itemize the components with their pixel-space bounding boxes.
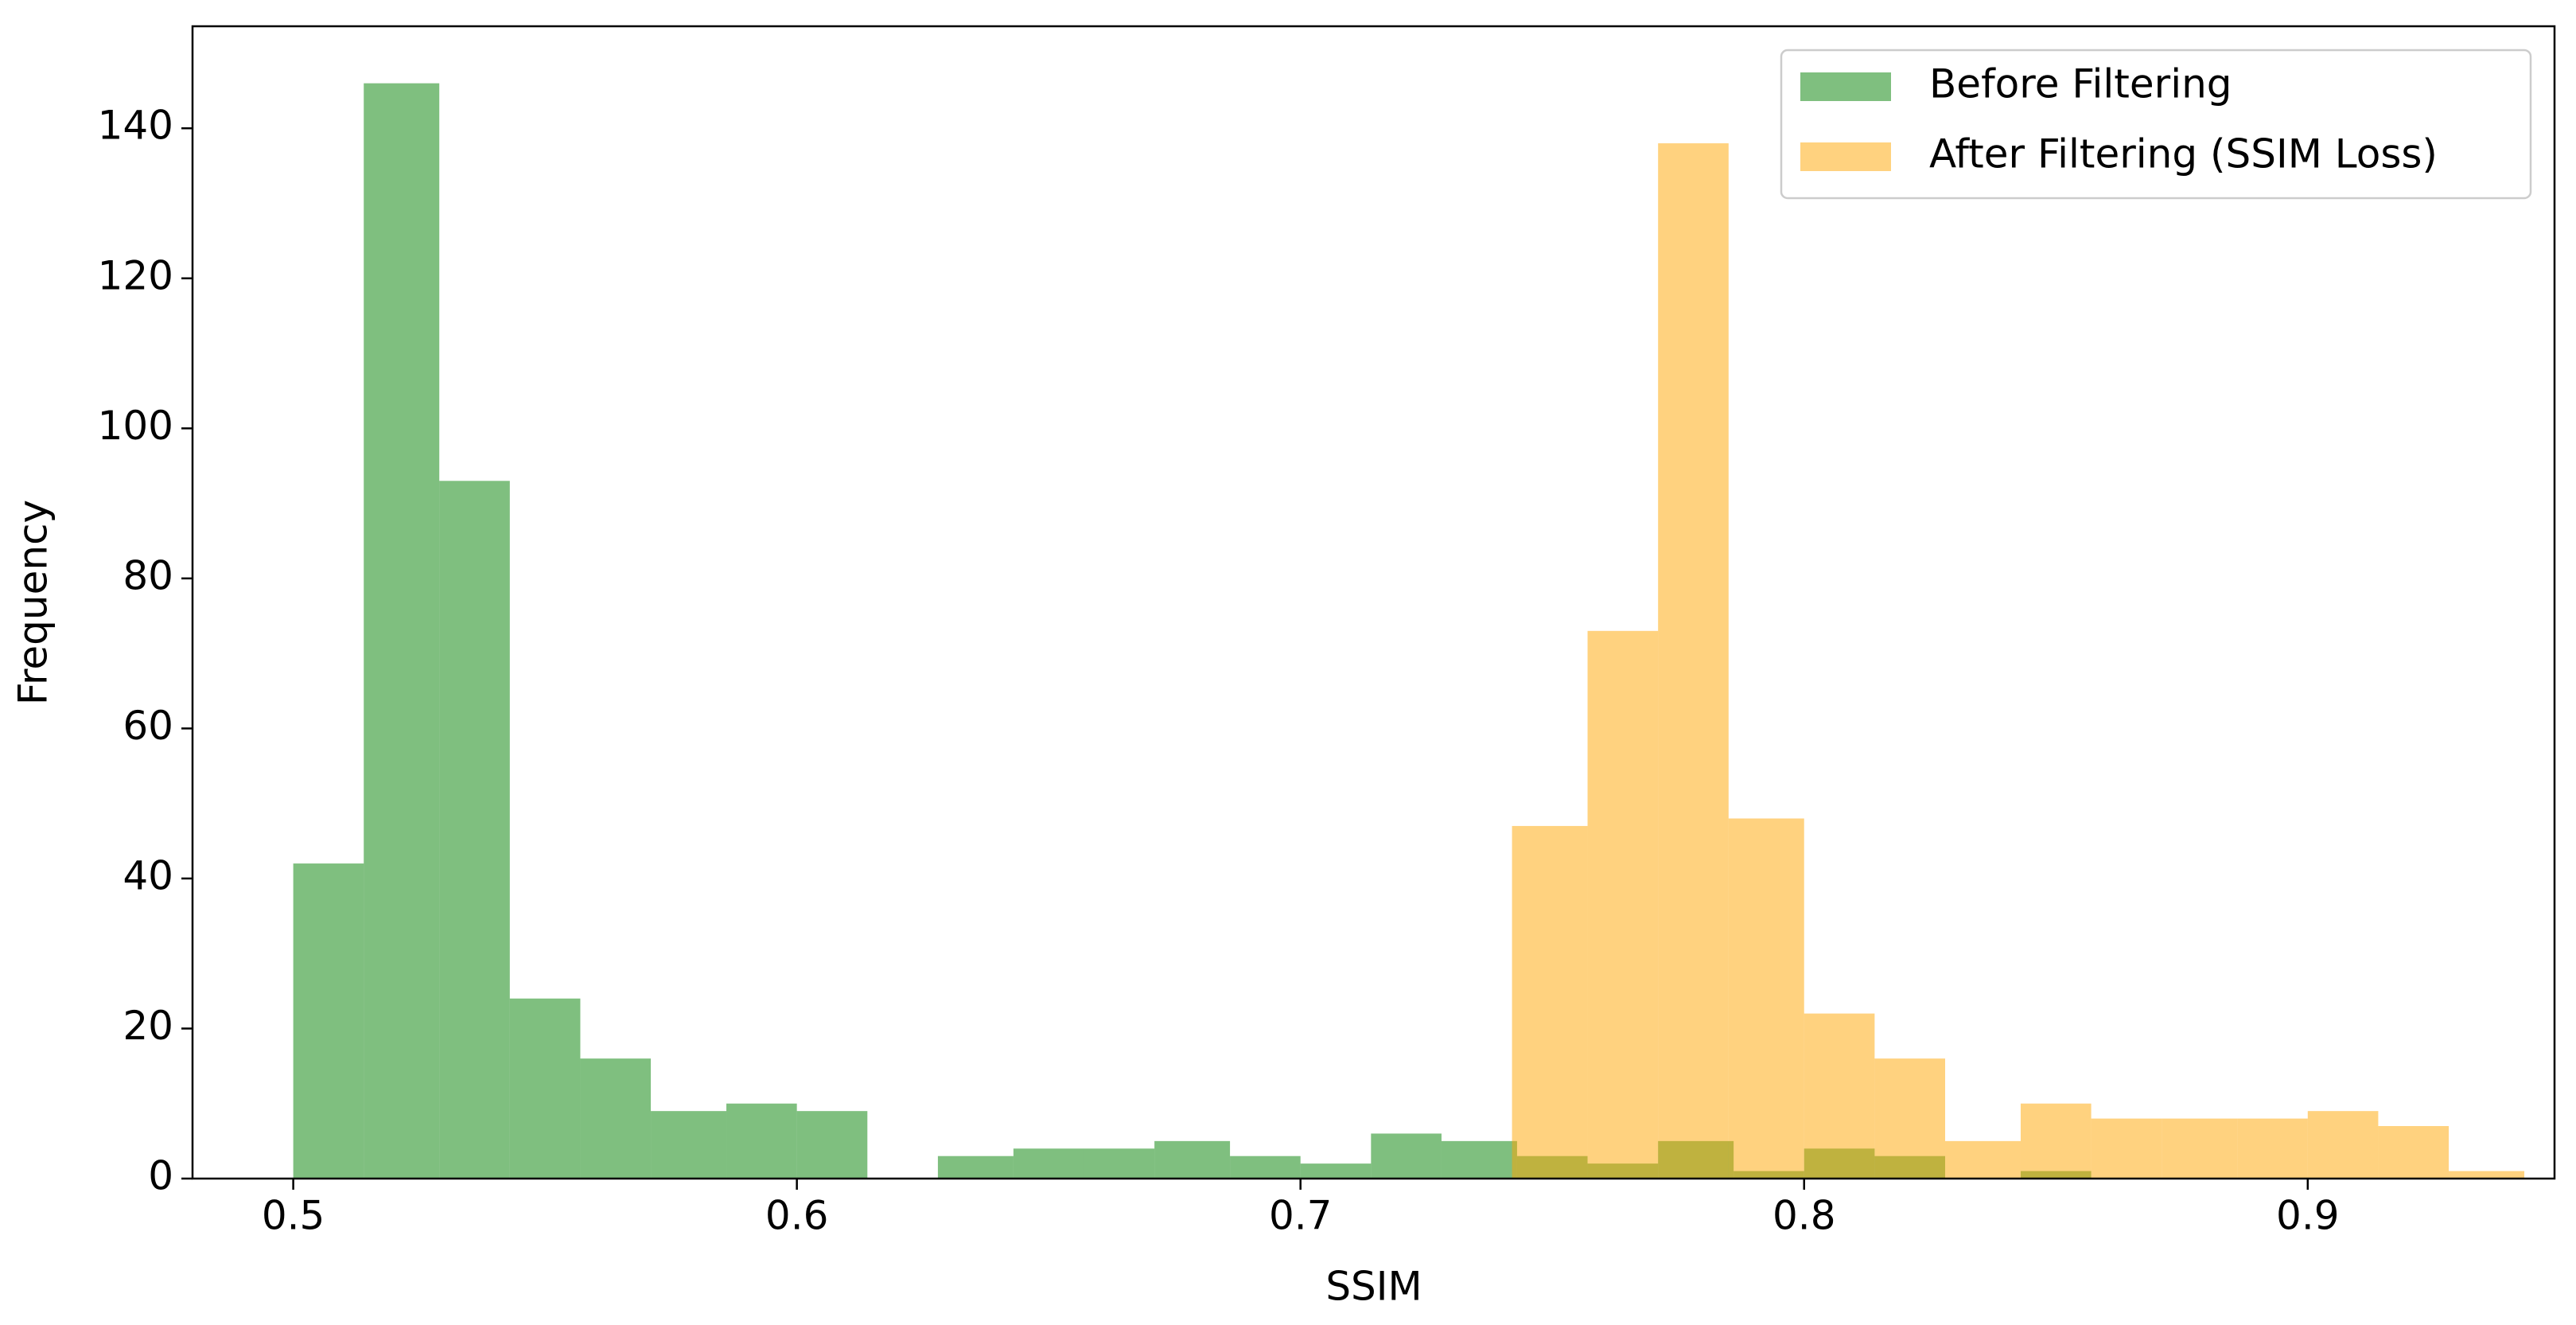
bar [439,481,510,1179]
y-tick-label: 80 [123,552,173,598]
bar [1512,825,1588,1179]
y-tick-label: 20 [123,1003,173,1049]
bar [2237,1118,2308,1179]
bar [1945,1140,2021,1179]
bar [1874,1058,1946,1179]
bar [509,998,581,1179]
legend-label: After Filtering (SSIM Loss) [1929,131,2438,177]
series [1512,143,2525,1179]
bar [1728,818,1804,1179]
bar [1658,143,1729,1179]
legend-swatch [1800,142,1891,171]
bar [2378,1126,2450,1179]
bar [1371,1133,1442,1179]
legend: Before Filtering After Filtering (SSIM Lo… [1780,49,2532,200]
bar [1441,1140,1517,1179]
y-tick-label: 140 [98,103,173,149]
bar [1230,1155,1301,1179]
bar [293,863,364,1179]
legend-swatch [1800,72,1891,101]
bar [2020,1103,2092,1179]
x-tick-label: 0.7 [1269,1193,1333,1239]
bar [1587,630,1659,1179]
y-tick-label: 40 [123,852,173,898]
bar [726,1103,797,1179]
bar [1300,1163,1372,1179]
y-axis-label: Frequency [10,500,56,705]
bar [2091,1118,2162,1179]
x-tick-label: 0.9 [2276,1193,2340,1239]
x-tick-label: 0.6 [765,1193,829,1239]
x-tick-label: 0.8 [1772,1193,1836,1239]
legend-box [1780,49,2532,200]
y-tick-label: 100 [98,403,173,449]
bar [2162,1118,2238,1179]
bar [937,1155,1014,1179]
y-tick-label: 0 [148,1153,173,1199]
bar [1084,1148,1155,1179]
legend-label: Before Filtering [1929,61,2232,107]
bar [796,1111,868,1179]
bar [2449,1171,2525,1179]
plot-frame [191,25,2556,1180]
y-tick-label: 60 [123,703,173,749]
x-axis-label: SSIM [1325,1264,1422,1310]
bar [651,1111,727,1179]
bar [1154,1140,1231,1179]
bar [580,1058,652,1179]
y-tick-label: 120 [98,252,173,298]
bar [1013,1148,1084,1179]
bar [1804,1013,1875,1179]
bar [2307,1111,2379,1179]
x-tick-label: 0.5 [262,1193,325,1239]
bar [364,83,440,1179]
series [293,83,2092,1179]
